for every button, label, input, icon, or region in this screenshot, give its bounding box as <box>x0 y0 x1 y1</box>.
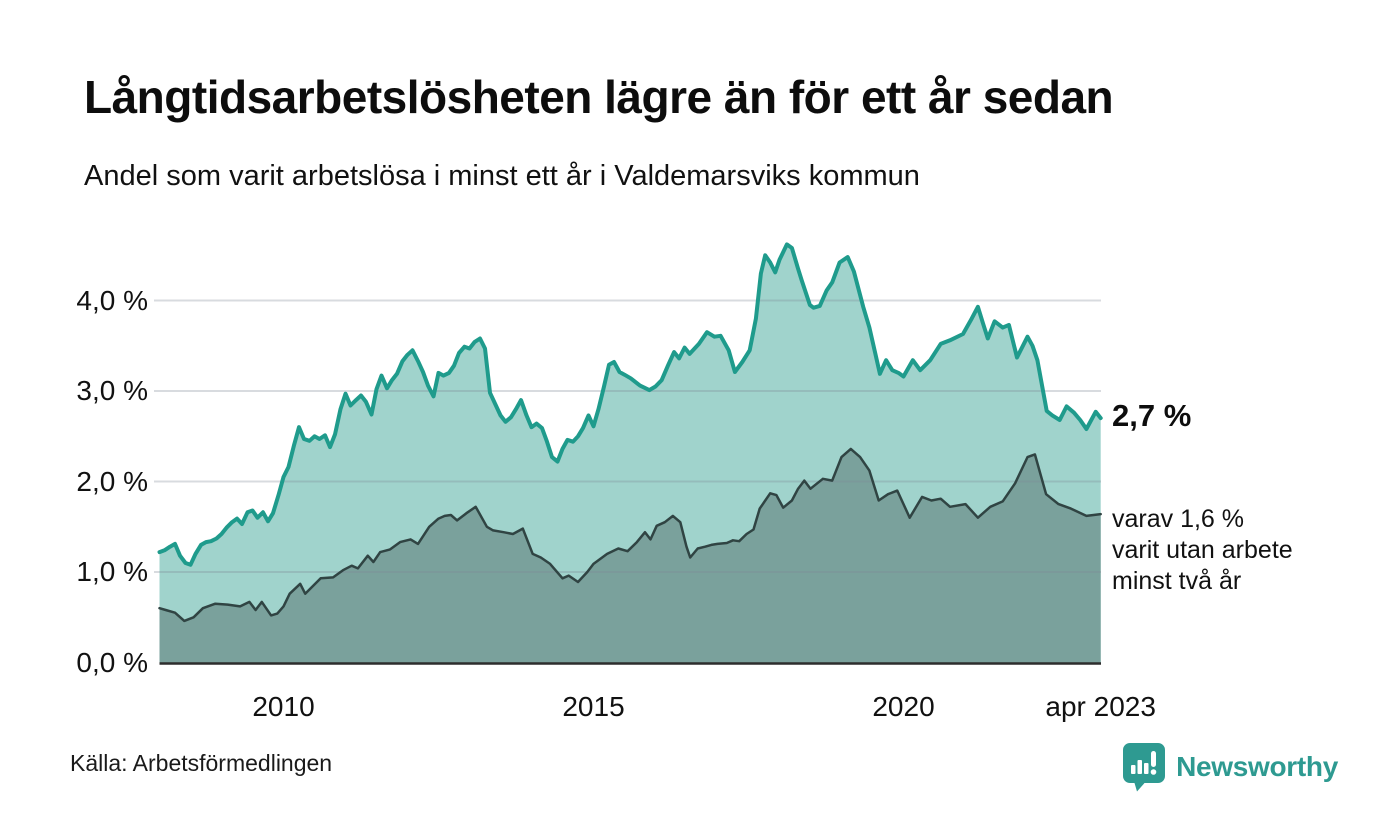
page-subtitle: Andel som varit arbetslösa i minst ett å… <box>84 160 920 192</box>
brand-logo: Newsworthy <box>1122 742 1338 792</box>
x-tick-label: 2015 <box>562 691 625 722</box>
newsworthy-bubble-chart-icon <box>1123 743 1166 792</box>
latest-value-label: 2,7 % <box>1112 398 1192 433</box>
source-note: Källa: Arbetsförmedlingen <box>70 750 333 776</box>
brand-name: Newsworthy <box>1176 751 1338 782</box>
y-tick-label: 0,0 % <box>76 646 148 678</box>
y-tick-label: 2,0 % <box>76 465 148 497</box>
y-tick-label: 3,0 % <box>76 375 148 406</box>
series-line-0 <box>157 242 1103 567</box>
x-tick-label: apr 2023 <box>1045 691 1156 722</box>
x-tick-label: 2020 <box>872 691 935 722</box>
y-tick-label: 1,0 % <box>76 556 148 587</box>
page-title: Långtidsarbetslösheten lägre än för ett … <box>84 71 1114 123</box>
series-line-1 <box>158 447 1102 623</box>
series-fill-1 <box>159 448 1101 663</box>
y-tick-label: 4,0 % <box>76 284 148 316</box>
x-tick-label: 2010 <box>252 691 315 722</box>
secondary-value-annotation: varav 1,6 % varit utan arbete minst två … <box>1112 505 1293 595</box>
